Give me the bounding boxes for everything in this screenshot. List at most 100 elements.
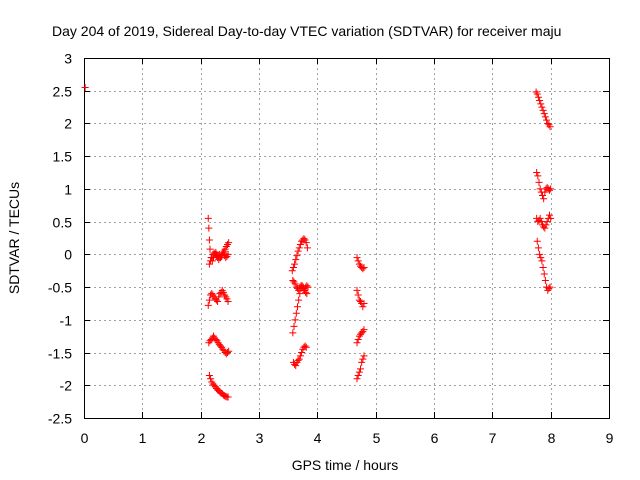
- y-tick-label: 0: [64, 247, 72, 263]
- data-point: [360, 299, 368, 307]
- y-tick-label: 2.5: [53, 84, 73, 100]
- data-point: [534, 172, 542, 180]
- data-point: [542, 221, 550, 229]
- x-tick-label: 4: [314, 430, 322, 446]
- data-point: [543, 116, 551, 124]
- y-tick-label: 1: [64, 182, 72, 198]
- y-tick-label: -0.5: [48, 280, 72, 296]
- data-point: [206, 245, 214, 253]
- data-point: [292, 256, 300, 264]
- data-point: [224, 393, 232, 401]
- data-point: [224, 250, 232, 258]
- data-point: [358, 358, 366, 366]
- data-point: [295, 355, 303, 363]
- data-point: [293, 252, 301, 260]
- y-tick-label: 2: [64, 116, 72, 132]
- data-point: [290, 322, 298, 330]
- data-point: [205, 260, 213, 268]
- data-point: [295, 244, 303, 252]
- chart-title: Day 204 of 2019, Sidereal Day-to-day VTE…: [52, 23, 561, 39]
- data-point: [540, 195, 548, 203]
- y-tick-labels: -2.5 -2 -1.5 -1 -0.5 0 0.5 1 1.5 2 2.5 3: [48, 51, 72, 427]
- data-point: [546, 186, 553, 194]
- data-point: [207, 375, 215, 383]
- data-point: [291, 316, 299, 324]
- data-point: [537, 218, 545, 226]
- data-point: [360, 326, 368, 334]
- x-tick-label: 3: [256, 430, 264, 446]
- data-point: [294, 247, 302, 255]
- data-point: [207, 257, 215, 265]
- data-point: [540, 110, 548, 118]
- data-point: [543, 218, 551, 226]
- data-point: [354, 257, 362, 265]
- data-point: [291, 260, 299, 268]
- data-point: [355, 368, 363, 376]
- data-point: [540, 270, 548, 278]
- data-point: [205, 371, 213, 379]
- x-tick-labels: 0 1 2 3 4 5 6 7 8 9: [81, 430, 614, 446]
- data-point: [303, 244, 311, 252]
- data-point: [300, 235, 308, 243]
- data-point: [224, 297, 232, 305]
- data-point: [294, 356, 302, 364]
- data-point: [546, 211, 553, 219]
- data-point: [535, 178, 543, 186]
- data-point: [539, 106, 547, 114]
- axis-ticks: [84, 58, 610, 419]
- data-point: [541, 277, 549, 285]
- data-point: [541, 188, 549, 196]
- data-point: [359, 355, 367, 363]
- y-tick-label: -2.5: [48, 411, 72, 427]
- y-axis-label: SDTVAR / TECUs: [6, 182, 22, 294]
- data-point: [303, 290, 311, 298]
- x-tick-label: 2: [198, 430, 206, 446]
- data-point: [546, 123, 554, 131]
- x-axis-label: GPS time / hours: [292, 457, 399, 473]
- data-points: [81, 83, 555, 401]
- data-point: [295, 296, 303, 304]
- data-point: [360, 352, 368, 360]
- x-tick-label: 9: [606, 430, 614, 446]
- grid-lines: [84, 58, 609, 418]
- data-point: [204, 214, 212, 222]
- data-point: [296, 241, 304, 249]
- data-point: [225, 239, 233, 247]
- data-point: [353, 286, 361, 294]
- data-point: [353, 375, 361, 383]
- data-point: [533, 237, 541, 245]
- data-point: [353, 254, 361, 262]
- data-point: [359, 303, 367, 311]
- data-point: [224, 349, 231, 357]
- y-tick-label: -1.5: [48, 346, 72, 362]
- data-point: [353, 339, 361, 347]
- x-tick-label: 7: [489, 430, 497, 446]
- data-point: [302, 343, 310, 351]
- x-tick-label: 5: [373, 430, 381, 446]
- y-tick-label: -2: [60, 378, 73, 394]
- data-point: [533, 90, 541, 98]
- data-point: [292, 309, 300, 317]
- plot-frame: [84, 58, 610, 419]
- data-point: [533, 169, 541, 177]
- y-tick-label: -1: [60, 313, 73, 329]
- data-point: [289, 263, 297, 271]
- data-point: [214, 297, 222, 305]
- data-point: [359, 265, 367, 273]
- y-tick-label: 3: [64, 51, 72, 67]
- data-point: [541, 113, 549, 121]
- data-point: [537, 100, 545, 108]
- data-point: [205, 224, 213, 232]
- data-point: [296, 290, 304, 298]
- data-point: [534, 93, 542, 101]
- data-point: [215, 293, 223, 301]
- data-point: [302, 239, 310, 247]
- data-point: [536, 214, 544, 222]
- data-point: [357, 365, 364, 373]
- data-point: [205, 296, 213, 304]
- data-point: [288, 267, 296, 275]
- data-point: [545, 284, 553, 292]
- data-point: [354, 291, 362, 299]
- y-tick-label: 1.5: [53, 149, 73, 165]
